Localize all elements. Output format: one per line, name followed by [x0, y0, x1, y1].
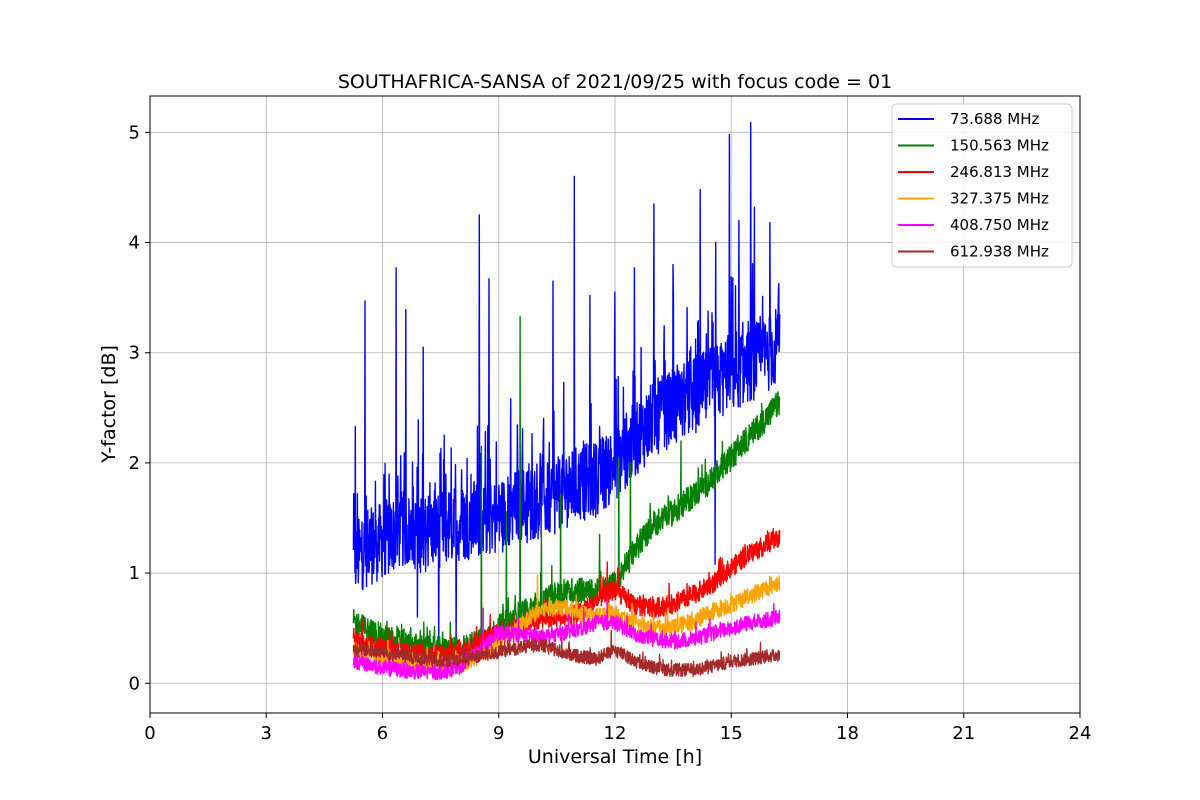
plot-series [352, 121, 781, 681]
legend-label: 73.688 MHz [950, 110, 1039, 128]
y-tick-label: 2 [129, 453, 140, 474]
legend: 73.688 MHz 150.563 MHz 246.813 MHz 327.375 … [891, 103, 1073, 268]
y-axis-title: Y-factor [dB] [98, 345, 120, 464]
x-tick-label: 9 [493, 723, 504, 744]
x-tick-label: 0 [144, 723, 155, 744]
x-tick-label: 3 [261, 723, 272, 744]
x-tick-label: 6 [377, 723, 388, 744]
legend-box [891, 103, 1073, 268]
legend-label: 327.375 MHz [950, 190, 1049, 208]
y-tick-label: 3 [129, 343, 140, 364]
legend-label: 150.563 MHz [950, 137, 1049, 155]
y-tick-label: 5 [129, 122, 140, 143]
x-axis-ticks: 0 3 6 9 12 15 18 21 24 [144, 713, 1091, 744]
legend-label: 246.813 MHz [950, 163, 1049, 181]
legend-label: 612.938 MHz [950, 243, 1049, 261]
y-tick-label: 1 [129, 563, 140, 584]
x-tick-label: 21 [952, 723, 975, 744]
y-tick-label: 4 [129, 233, 140, 254]
chart-title: SOUTHAFRICA-SANSA of 2021/09/25 with foc… [338, 71, 892, 93]
x-tick-label: 18 [836, 723, 859, 744]
x-tick-label: 12 [604, 723, 627, 744]
series-line-4 [352, 596, 781, 681]
series-line-5 [352, 629, 781, 677]
series-line-1 [352, 315, 781, 664]
x-tick-label: 15 [720, 723, 743, 744]
y-axis-ticks: 0 1 2 3 4 5 [129, 122, 150, 694]
x-tick-label: 24 [1069, 723, 1092, 744]
legend-label: 408.750 MHz [950, 216, 1049, 234]
series-line-0 [352, 121, 781, 651]
x-axis-title: Universal Time [h] [528, 746, 702, 768]
y-tick-label: 0 [129, 673, 140, 694]
